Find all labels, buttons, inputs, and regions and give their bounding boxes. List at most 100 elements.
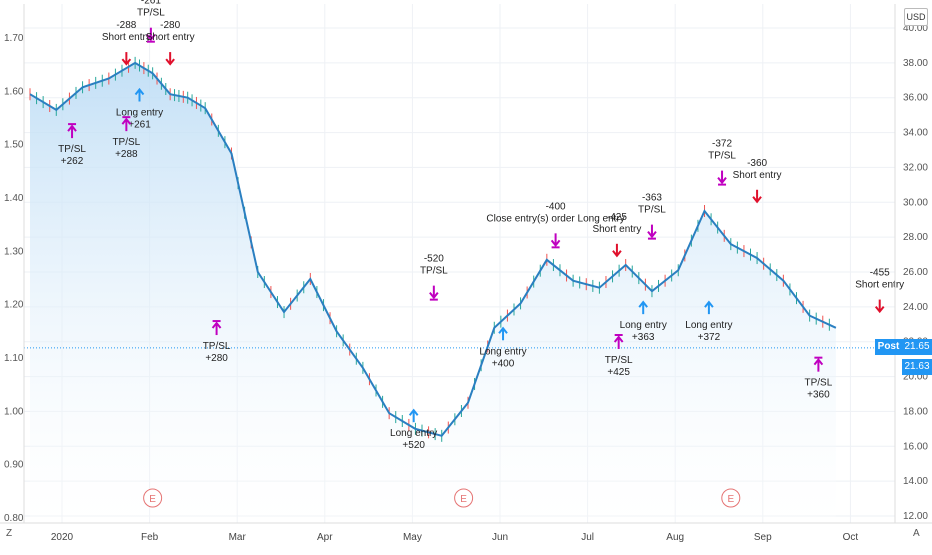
arrow-up-icon bbox=[704, 300, 714, 308]
right-tick-label: 20.00 bbox=[903, 372, 928, 383]
right-tick-label: 34.00 bbox=[903, 128, 928, 139]
right-tick-label: 24.00 bbox=[903, 302, 928, 313]
price-area bbox=[30, 62, 836, 524]
x-tick-label: Sep bbox=[754, 532, 772, 543]
arrow-down-icon bbox=[647, 231, 657, 239]
right-tick-label: 12.00 bbox=[903, 511, 928, 522]
currency-label[interactable]: USD bbox=[904, 8, 928, 26]
x-tick-label: Jul bbox=[581, 532, 594, 543]
price-line bbox=[29, 61, 837, 437]
earnings-marker-label: E bbox=[460, 494, 467, 505]
timezone-icon[interactable]: Z bbox=[6, 528, 13, 539]
earnings-marker bbox=[143, 488, 163, 508]
annotation-label: +425 bbox=[607, 367, 630, 378]
annotation-label: +262 bbox=[61, 156, 84, 167]
annotation-label: +372 bbox=[698, 332, 721, 343]
price-badge-last: 21.63 bbox=[902, 359, 932, 375]
right-tick-label: 40.00 bbox=[903, 23, 928, 34]
arrow-up-icon bbox=[121, 117, 132, 125]
annotation-label: +280 bbox=[205, 353, 228, 364]
annotation-label: TP/SL bbox=[58, 144, 86, 155]
axes: 40.00 38.00 36.00 34.00 32.00 30.00 28.00 26.00… bbox=[0, 4, 932, 543]
arrow-up-icon bbox=[211, 321, 222, 329]
left-tick-label: 0.90 bbox=[4, 460, 24, 471]
x-tick-label: Apr bbox=[317, 532, 333, 543]
arrow-down-icon bbox=[121, 58, 132, 66]
arrow-down-icon bbox=[874, 305, 885, 314]
annotation-label: -363 bbox=[642, 193, 662, 204]
left-tick-label: 1.30 bbox=[4, 246, 24, 257]
annotation-label: +261 bbox=[128, 120, 151, 131]
annotation-label: TP/SL bbox=[638, 205, 666, 216]
left-tick-label: 1.20 bbox=[4, 300, 24, 311]
arrow-up-icon bbox=[67, 124, 77, 132]
annotation-label: +363 bbox=[632, 332, 655, 343]
arrow-down-icon bbox=[612, 250, 622, 258]
left-tick-label: 1.00 bbox=[4, 406, 24, 417]
annotation-label: -520 bbox=[424, 254, 444, 265]
left-tick-label: 1.40 bbox=[4, 193, 24, 204]
annotation-label: Long entry bbox=[685, 320, 732, 331]
price-badge-post: 21.65 bbox=[902, 339, 932, 355]
annotation-label: -288 bbox=[116, 20, 136, 31]
earnings-marker-label: E bbox=[149, 494, 156, 505]
x-tick-label: 2020 bbox=[51, 532, 74, 543]
arrow-down-icon bbox=[550, 239, 561, 247]
arrow-up-icon bbox=[408, 408, 419, 416]
annotation-label: TP/SL bbox=[112, 137, 140, 148]
annotation-label: -280 bbox=[160, 20, 180, 31]
annotation-label: -400 bbox=[546, 201, 566, 212]
price-area-fill bbox=[30, 62, 836, 524]
x-tick-label: May bbox=[403, 532, 422, 543]
arrow-down-icon bbox=[146, 34, 156, 42]
left-tick-label: 1.60 bbox=[4, 86, 24, 97]
annotation-label: Short entry bbox=[733, 170, 782, 181]
annotation-label: Long entry bbox=[479, 346, 526, 357]
arrow-down-icon bbox=[752, 196, 762, 204]
left-tick-label: 1.10 bbox=[4, 353, 24, 364]
right-tick-label: 36.00 bbox=[903, 93, 928, 104]
annotation-label: +400 bbox=[492, 358, 515, 369]
left-tick-label: 1.70 bbox=[4, 33, 24, 44]
annotation-label: TP/SL bbox=[605, 355, 633, 366]
earnings-marker bbox=[454, 488, 474, 508]
arrow-up-icon bbox=[498, 326, 508, 334]
annotation-label: TP/SL bbox=[708, 151, 736, 162]
annotation-label: -360 bbox=[747, 158, 767, 169]
x-tick-label: Oct bbox=[843, 532, 859, 543]
annotation-label: +288 bbox=[115, 149, 138, 160]
right-tick-label: 18.00 bbox=[903, 406, 928, 417]
x-tick-label: Mar bbox=[229, 532, 247, 543]
x-tick-label: Aug bbox=[666, 532, 684, 543]
annotation-label: Short entry bbox=[855, 280, 904, 291]
annotation-label: +520 bbox=[402, 440, 425, 451]
left-tick-label: 0.80 bbox=[4, 513, 24, 524]
auto-scale-icon[interactable]: A bbox=[913, 528, 920, 539]
arrow-up-icon bbox=[638, 300, 648, 308]
annotation-label: Long entry bbox=[116, 108, 163, 119]
post-badge: Post bbox=[875, 339, 902, 355]
arrow-down-icon bbox=[165, 58, 175, 66]
right-tick-label: 26.00 bbox=[903, 267, 928, 278]
right-tick-label: 38.00 bbox=[903, 58, 928, 69]
arrow-up-icon bbox=[134, 87, 145, 96]
annotation-label: Long entry bbox=[620, 320, 667, 331]
x-tick-label: Feb bbox=[141, 532, 159, 543]
annotation-label: TP/SL bbox=[420, 266, 448, 277]
annotation-label: -455 bbox=[870, 268, 890, 279]
right-tick-label: 16.00 bbox=[903, 441, 928, 452]
annotation-label: TP/SL bbox=[203, 341, 231, 352]
right-tick-label: 32.00 bbox=[903, 162, 928, 173]
left-tick-label: 1.50 bbox=[4, 140, 24, 151]
annotation-label: Short entry bbox=[592, 224, 641, 235]
annotation-label: -372 bbox=[712, 139, 732, 150]
right-tick-label: 14.00 bbox=[903, 476, 928, 487]
right-tick-label: 28.00 bbox=[903, 232, 928, 243]
arrow-up-icon bbox=[813, 358, 824, 366]
x-tick-label: Jun bbox=[492, 532, 508, 543]
arrow-down-icon bbox=[717, 176, 727, 185]
annotation-label: -425 bbox=[607, 212, 627, 223]
